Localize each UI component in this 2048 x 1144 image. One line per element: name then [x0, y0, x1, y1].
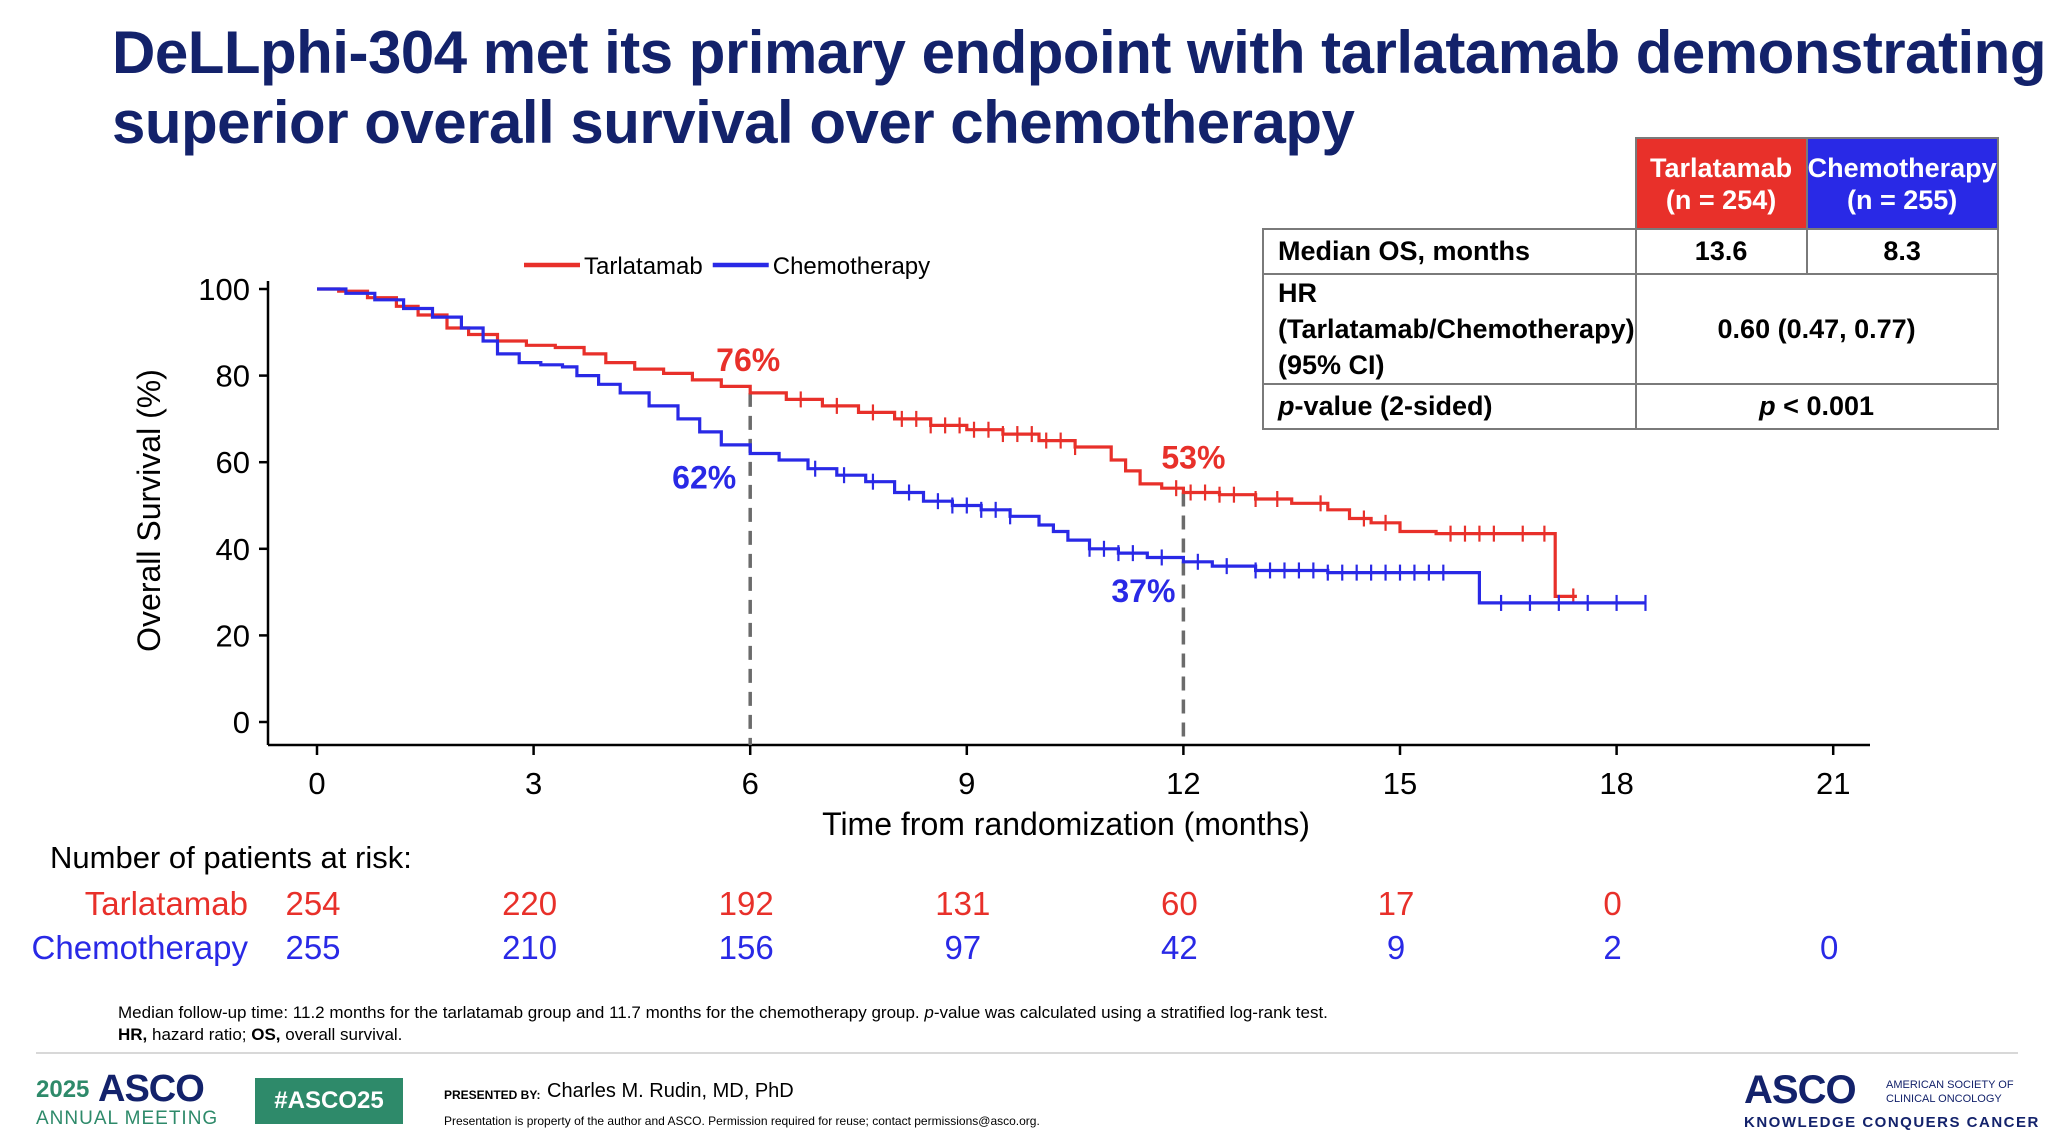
risk-row-label: Tarlatamab [84, 885, 248, 922]
x-tick-label: 3 [525, 766, 542, 801]
footnote: Median follow-up time: 11.2 months for t… [118, 1002, 1328, 1046]
risk-value: 210 [502, 929, 558, 966]
footnote-p: p [924, 1003, 934, 1022]
x-tick-label: 0 [308, 766, 325, 801]
footnote-os-abbr: OS, [251, 1025, 281, 1044]
asco-society-logo: ASCO [1744, 1068, 1857, 1112]
x-tick-label: 21 [1816, 766, 1850, 801]
footer-divider [36, 1052, 2018, 1054]
rights-notice: Presentation is property of the author a… [444, 1114, 1040, 1128]
table-header-chemotherapy-n: (n = 255) [1846, 184, 1958, 215]
x-tick-label: 9 [958, 766, 975, 801]
y-tick-label: 40 [216, 532, 250, 567]
risk-row-label: Chemotherapy [31, 929, 248, 966]
footnote-os-def: overall survival. [280, 1025, 403, 1044]
risk-value: 17 [1377, 885, 1415, 922]
risk-value: 60 [1161, 885, 1198, 922]
chemotherapy-curve [317, 287, 1646, 605]
p-value: p < 0.001 [1634, 383, 1999, 430]
tarlatamab-curve [317, 287, 1577, 598]
y-tick-label: 0 [233, 705, 250, 740]
risk-value: 156 [718, 929, 774, 966]
risk-value: 220 [502, 885, 558, 922]
y-axis-title: Overall Survival (%) [131, 369, 167, 652]
x-tick-label: 15 [1383, 766, 1417, 801]
society-tagline: KNOWLEDGE CONQUERS CANCER [1744, 1114, 2040, 1131]
footnote-line-2: HR, hazard ratio; OS, overall survival. [118, 1024, 1328, 1046]
risk-row-tarlatamab: Tarlatamab 254 220 192 131 60 17 0 [0, 885, 2048, 925]
risk-value: 9 [1386, 929, 1406, 966]
footnote-line-1: Median follow-up time: 11.2 months for t… [118, 1002, 1328, 1024]
society-name: AMERICAN SOCIETY OF CLINICAL ONCOLOGY [1886, 1078, 2014, 1106]
hazard-ratio-label-line-1: HR (Tarlatamab/Chemotherapy) [1278, 278, 1635, 344]
km-survival-chart: 0 20 40 60 80 100 0 3 6 9 12 15 18 21 Time from random… [131, 253, 1870, 842]
tarlatamab-landmark-label-month-12: 53% [1161, 440, 1225, 476]
p-value-p: p [1759, 391, 1776, 421]
meeting-year: 2025 [36, 1076, 90, 1103]
y-tick-label: 80 [216, 359, 250, 394]
footnote-text-a: Median follow-up time: 11.2 months for t… [118, 1003, 925, 1022]
table-header-tarlatamab-name: Tarlatamab [1650, 152, 1793, 183]
p-value-number: < 0.001 [1775, 391, 1875, 421]
asco-meeting-logo: ASCO [98, 1068, 205, 1110]
median-os-tarlatamab: 13.6 [1634, 228, 1808, 275]
slide-title-line-1: DeLLphi-304 met its primary endpoint wit… [112, 19, 2046, 86]
footnote-hr-def: hazard ratio; [147, 1025, 252, 1044]
legend-label-tarlatamab: Tarlatamab [584, 253, 703, 280]
slide-title-line-2: superior overall survival over chemother… [112, 89, 1355, 156]
p-value-label: p-value (2-sided) [1262, 383, 1637, 430]
risk-value: 42 [1161, 929, 1198, 966]
risk-row-chemotherapy: Chemotherapy 255 210 156 97 42 9 2 0 [0, 929, 2048, 969]
risk-value: 192 [718, 885, 774, 922]
risk-value: 0 [1820, 929, 1839, 966]
risk-value: 254 [285, 885, 341, 922]
y-tick-label: 100 [198, 272, 250, 307]
hazard-ratio-label: HR (Tarlatamab/Chemotherapy) (95% CI) [1262, 273, 1637, 385]
median-os-chemotherapy: 8.3 [1805, 228, 1999, 275]
x-axis-title: Time from randomization (months) [822, 806, 1310, 842]
p-value-label-rest: -value (2-sided) [1294, 391, 1493, 421]
legend-label-chemotherapy: Chemotherapy [773, 253, 930, 280]
y-tick-label: 60 [216, 445, 250, 480]
slide-title: DeLLphi-304 met its primary endpoint wit… [112, 18, 2046, 158]
society-name-line-2: CLINICAL ONCOLOGY [1886, 1093, 2002, 1105]
hazard-ratio-label-line-2: (95% CI) [1278, 350, 1385, 380]
risk-value: 0 [1603, 885, 1622, 922]
chemotherapy-landmark-label-month-12: 37% [1111, 573, 1175, 609]
p-value-label-p: p [1278, 391, 1295, 421]
table-header-tarlatamab-n: (n = 254) [1665, 184, 1777, 215]
x-tick-label: 12 [1166, 766, 1200, 801]
risk-value: 2 [1603, 929, 1622, 966]
annual-meeting-label: ANNUAL MEETING [36, 1108, 219, 1129]
median-os-label: Median OS, months [1262, 228, 1637, 275]
x-tick-label: 6 [742, 766, 759, 801]
chemotherapy-landmark-label-month-6: 62% [672, 460, 736, 496]
risk-value: 255 [285, 929, 341, 966]
risk-value: 131 [935, 885, 991, 922]
presented-by-label: PRESENTED BY: [444, 1088, 541, 1102]
risk-table-heading: Number of patients at risk: [50, 840, 412, 875]
society-name-line-1: AMERICAN SOCIETY OF [1886, 1079, 2014, 1091]
tarlatamab-landmark-label-month-6: 76% [716, 342, 780, 378]
presenter-name: Charles M. Rudin, MD, PhD [547, 1080, 794, 1102]
table-header-chemotherapy-name: Chemotherapy [1807, 152, 1997, 183]
risk-value: 97 [944, 929, 982, 966]
summary-table: Tarlatamab (n = 254) Chemotherapy (n = 2… [1262, 137, 1999, 430]
footnote-hr-abbr: HR, [118, 1025, 148, 1044]
footnote-text-b: -value was calculated using a stratified… [933, 1003, 1328, 1022]
y-tick-label: 20 [216, 618, 250, 653]
table-header-chemotherapy: Chemotherapy (n = 255) [1805, 137, 1999, 230]
table-header-tarlatamab: Tarlatamab (n = 254) [1634, 137, 1808, 230]
hazard-ratio-value: 0.60 (0.47, 0.77) [1634, 273, 1999, 385]
x-tick-label: 18 [1599, 766, 1633, 801]
hashtag-badge: #ASCO25 [255, 1078, 403, 1124]
